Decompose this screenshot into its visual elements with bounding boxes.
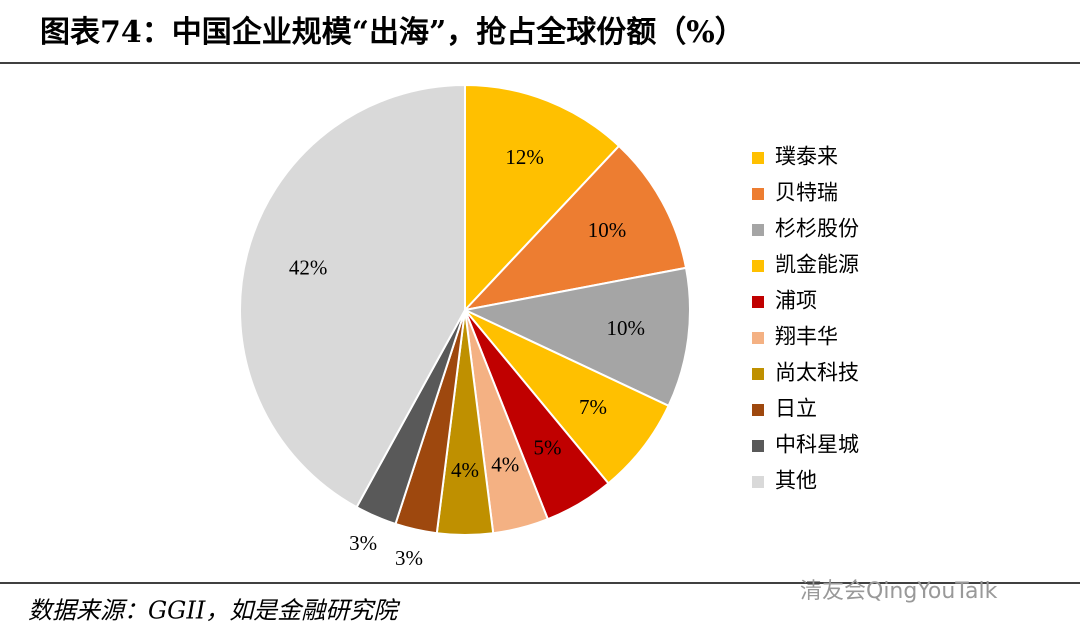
source: 数据来源：GGII，如是金融研究院 — [28, 597, 401, 625]
pie-slice — [462, 144, 688, 312]
legend-label: 日立 — [775, 397, 817, 421]
pie-slice — [239, 83, 466, 509]
data-label: 5% — [533, 435, 561, 459]
data-label: 7% — [579, 395, 607, 419]
legend-swatch — [752, 332, 764, 344]
legend-label: 尚太科技 — [775, 361, 859, 385]
watermark: 清友会QingYouTalk — [800, 579, 998, 604]
legend-label: 贝特瑞 — [775, 181, 838, 205]
pie-slice — [461, 266, 691, 408]
data-label: 3% — [395, 546, 423, 570]
data-label: 12% — [505, 145, 544, 169]
data-label: 10% — [588, 218, 627, 242]
data-label: 4% — [491, 453, 519, 477]
data-label: 4% — [451, 458, 479, 482]
data-label: 3% — [349, 531, 377, 555]
legend-swatch — [752, 188, 764, 200]
legend-swatch — [752, 368, 764, 380]
legend-swatch — [752, 476, 764, 488]
legend-swatch — [752, 296, 764, 308]
legend-label: 凯金能源 — [775, 253, 859, 277]
legend-label: 杉杉股份 — [775, 217, 859, 241]
legend-swatch — [752, 224, 764, 236]
legend-swatch — [752, 260, 764, 272]
legend-label: 中科星城 — [775, 433, 859, 457]
data-label: 42% — [289, 256, 328, 280]
legend-label: 其他 — [775, 469, 817, 493]
chart-title: 图表74：中国企业规模“出海”，抢占全球份额（%） — [40, 15, 745, 50]
legend-swatch — [752, 152, 764, 164]
pie-slice — [464, 83, 621, 313]
legend-swatch — [752, 440, 764, 452]
legend-label: 浦项 — [775, 289, 817, 313]
legend-label: 璞泰来 — [775, 145, 838, 169]
data-label: 10% — [606, 316, 645, 340]
legend-swatch — [752, 404, 764, 416]
legend-label: 翔丰华 — [775, 325, 838, 349]
